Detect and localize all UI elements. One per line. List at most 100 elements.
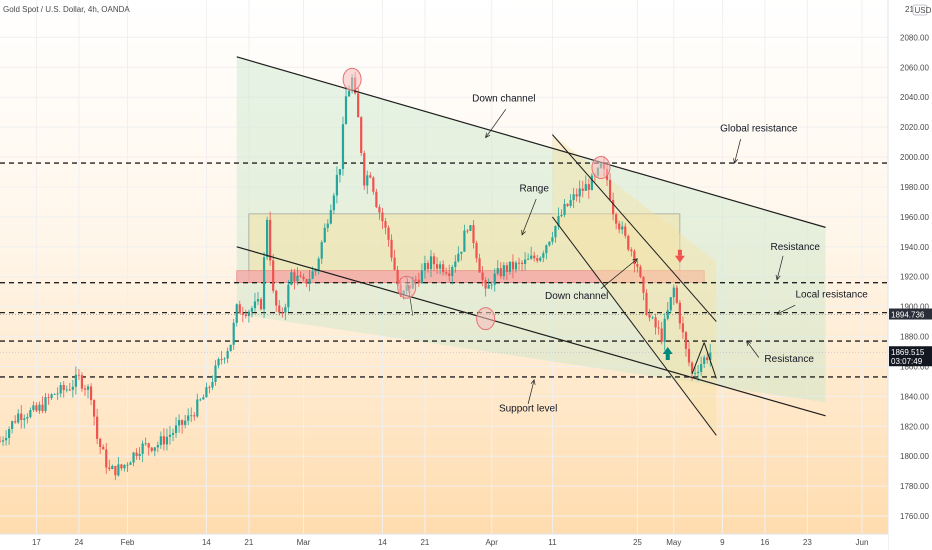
candle-body [387, 227, 390, 240]
annotation-pointer [521, 198, 537, 235]
candle-body [199, 399, 202, 401]
candle-body [214, 365, 217, 383]
candle-body [308, 278, 311, 284]
candle-body [448, 273, 451, 276]
y-tick-label: 1760.00 [900, 512, 929, 521]
candle-body [168, 434, 172, 437]
candle-body [684, 332, 688, 349]
price-tag-countdown: 03:07:49 [891, 357, 923, 366]
price-axis-panel[interactable] [888, 0, 932, 550]
channel-bottom-line [236, 246, 826, 417]
time-axis-panel[interactable] [0, 534, 888, 550]
candle-body [451, 267, 454, 276]
candle-body [44, 397, 47, 412]
candle-body [496, 268, 499, 274]
currency-badge[interactable] [912, 4, 928, 16]
channel-top-line [236, 56, 826, 228]
y-tick-label: 1940.00 [900, 243, 929, 252]
candle-body [381, 212, 384, 222]
annotation-label: Down channel [545, 291, 608, 302]
candle-body [83, 388, 87, 390]
candle-body [584, 184, 587, 191]
candle-body [29, 410, 32, 418]
x-tick-label: Mar [297, 538, 311, 547]
candle-body [144, 443, 147, 445]
candle-body [672, 287, 675, 298]
projection-line [691, 342, 705, 375]
candle-body [520, 262, 524, 264]
candle-body [323, 227, 326, 243]
y-tick-label: 2080.00 [900, 33, 929, 42]
candle-body [202, 397, 205, 400]
y-tick-label: 2020.00 [900, 123, 929, 132]
candle-body [660, 328, 663, 342]
candle-body [378, 207, 381, 213]
candle-body [41, 404, 44, 412]
candle-body [23, 418, 26, 420]
candle-body [320, 242, 323, 259]
steep-channel-fill [552, 134, 717, 436]
candle-body [117, 464, 120, 476]
candle-body [669, 297, 672, 311]
candle-body [244, 314, 247, 316]
annotation-label: Support level [499, 403, 557, 414]
candle-body [38, 404, 41, 411]
candle-body [563, 203, 566, 216]
currency-label: USD [915, 6, 932, 15]
price-tag-label: 1869.515 [891, 348, 925, 357]
candle-body [700, 364, 703, 372]
price-tag-label: 1894.736 [891, 311, 925, 320]
candle-body [423, 262, 427, 271]
candle-body [375, 191, 378, 208]
x-tick-label: 25 [633, 538, 642, 547]
annotation-pointer [776, 304, 796, 315]
candle-body [338, 169, 342, 175]
candle-body [253, 301, 257, 309]
candle-body [262, 257, 266, 310]
candle-body [156, 445, 159, 448]
annotation-label: Range [519, 183, 549, 194]
x-tick-label: Apr [485, 538, 498, 547]
candle-body [281, 312, 284, 314]
candle-body [111, 465, 114, 470]
candle-body [181, 420, 184, 425]
candle-body [384, 221, 387, 228]
highlight-circle [342, 67, 362, 91]
candle-body [347, 90, 351, 97]
candle-body [484, 279, 487, 289]
candle-body [615, 214, 618, 224]
candle-body [693, 373, 697, 374]
candle-body [132, 452, 135, 463]
candle-body [89, 386, 93, 401]
candle-body [259, 299, 263, 310]
candle-body [487, 284, 490, 289]
x-tick-label: Jun [856, 538, 869, 547]
candle-body [639, 266, 642, 277]
sell-arrow-icon [674, 255, 685, 263]
corner-value: 21 [905, 5, 914, 14]
x-tick-label: 14 [202, 538, 211, 547]
candle-body [272, 260, 275, 291]
annotation-pointer-head [530, 379, 536, 385]
candle-body [105, 449, 108, 468]
x-tick-label: 9 [720, 538, 725, 547]
candle-body [578, 188, 581, 197]
candle-body [475, 243, 478, 259]
candle-body [80, 375, 84, 389]
candle-body [608, 179, 612, 200]
x-tick-label: 14 [378, 538, 387, 547]
candle-body [208, 387, 211, 389]
candle-body [99, 438, 102, 447]
candle-body [296, 275, 299, 282]
candle-body [587, 184, 590, 190]
highlight-circle [591, 156, 611, 180]
candle-body [396, 269, 399, 285]
candle-body [129, 462, 132, 465]
candle-body [645, 292, 648, 315]
candle-body [4, 437, 8, 441]
candle-body [226, 351, 229, 359]
candle-body [247, 311, 250, 316]
candle-body [317, 258, 320, 270]
